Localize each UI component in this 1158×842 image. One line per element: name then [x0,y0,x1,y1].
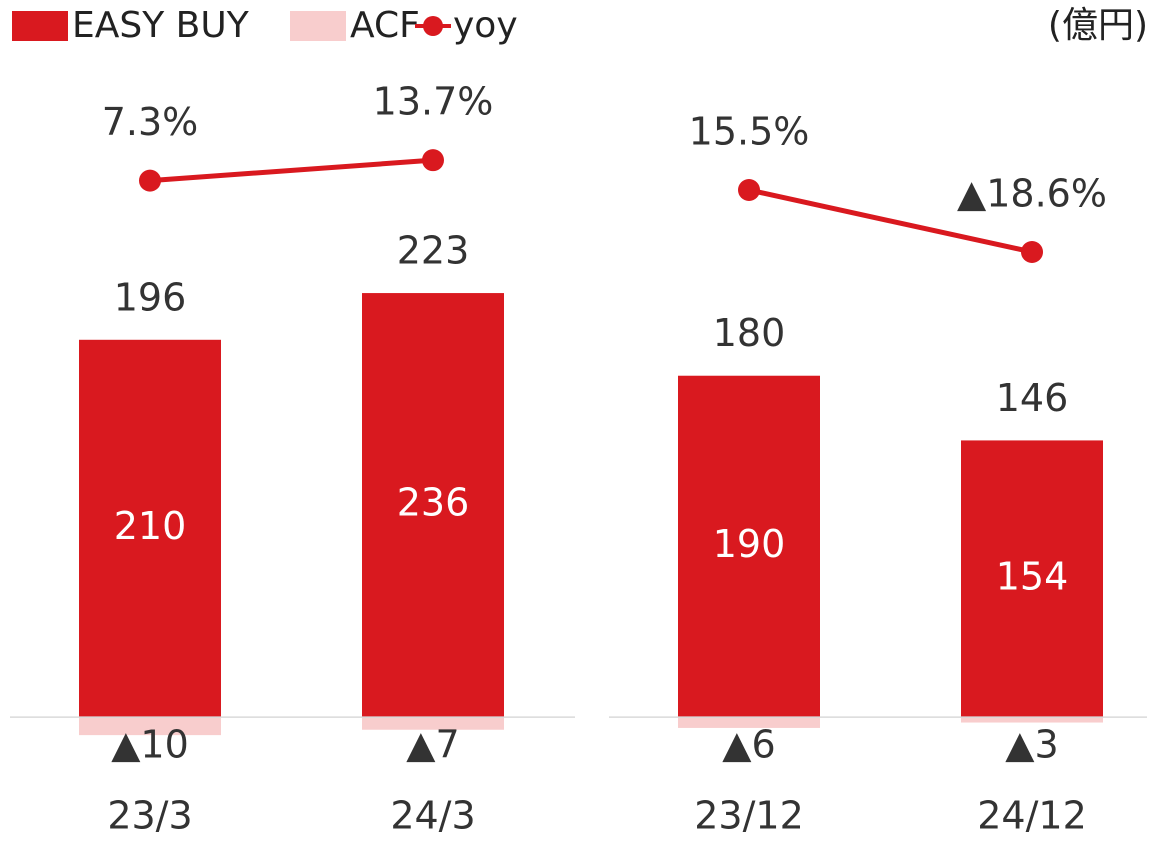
bar-value-label: 154 [996,554,1069,598]
bar-segment [961,717,1103,723]
yoy-marker [422,149,444,172]
total-label: 196 [114,275,187,319]
bar-value-label: 210 [114,504,187,548]
total-label: 180 [713,311,786,355]
bar-segment [362,717,504,730]
x-tick-label: 24/12 [977,794,1087,838]
yoy-label: 7.3% [102,100,199,144]
yoy-label: 13.7% [373,80,494,124]
bar-value-label: 236 [397,481,470,525]
legend-marker [423,16,443,36]
total-label: 223 [397,229,470,273]
yoy-label: 15.5% [689,110,810,154]
yoy-label: ▲18.6% [957,172,1107,216]
bar-segment [79,339,221,718]
bar-value-label: ▲3 [1005,723,1058,767]
legend-label: yoy [453,5,518,46]
bar-value-label: ▲6 [722,723,775,767]
x-tick-label: 24/3 [390,794,475,838]
legend-label: EASY BUY [72,5,250,46]
yoy-marker [738,179,760,201]
legend-swatch [290,11,346,41]
bar-value-label: ▲7 [406,723,459,767]
legend-swatch [12,11,68,41]
bar-segment [678,375,820,718]
yoy-line [748,187,1033,255]
bar-segment [79,717,221,736]
bar-segment [362,293,504,718]
unit-label: (億円) [1048,5,1148,46]
x-tick-label: 23/12 [694,794,804,838]
bar-value-label: ▲10 [111,723,189,767]
yoy-marker [1021,241,1043,263]
legend-label: ACF [350,5,420,46]
bar-value-label: 190 [713,522,786,566]
bar-segment [961,440,1103,718]
x-tick-label: 23/3 [107,794,192,838]
yoy-line [149,157,434,184]
total-label: 146 [996,376,1069,420]
bar-segment [678,717,820,728]
yoy-marker [139,169,161,192]
